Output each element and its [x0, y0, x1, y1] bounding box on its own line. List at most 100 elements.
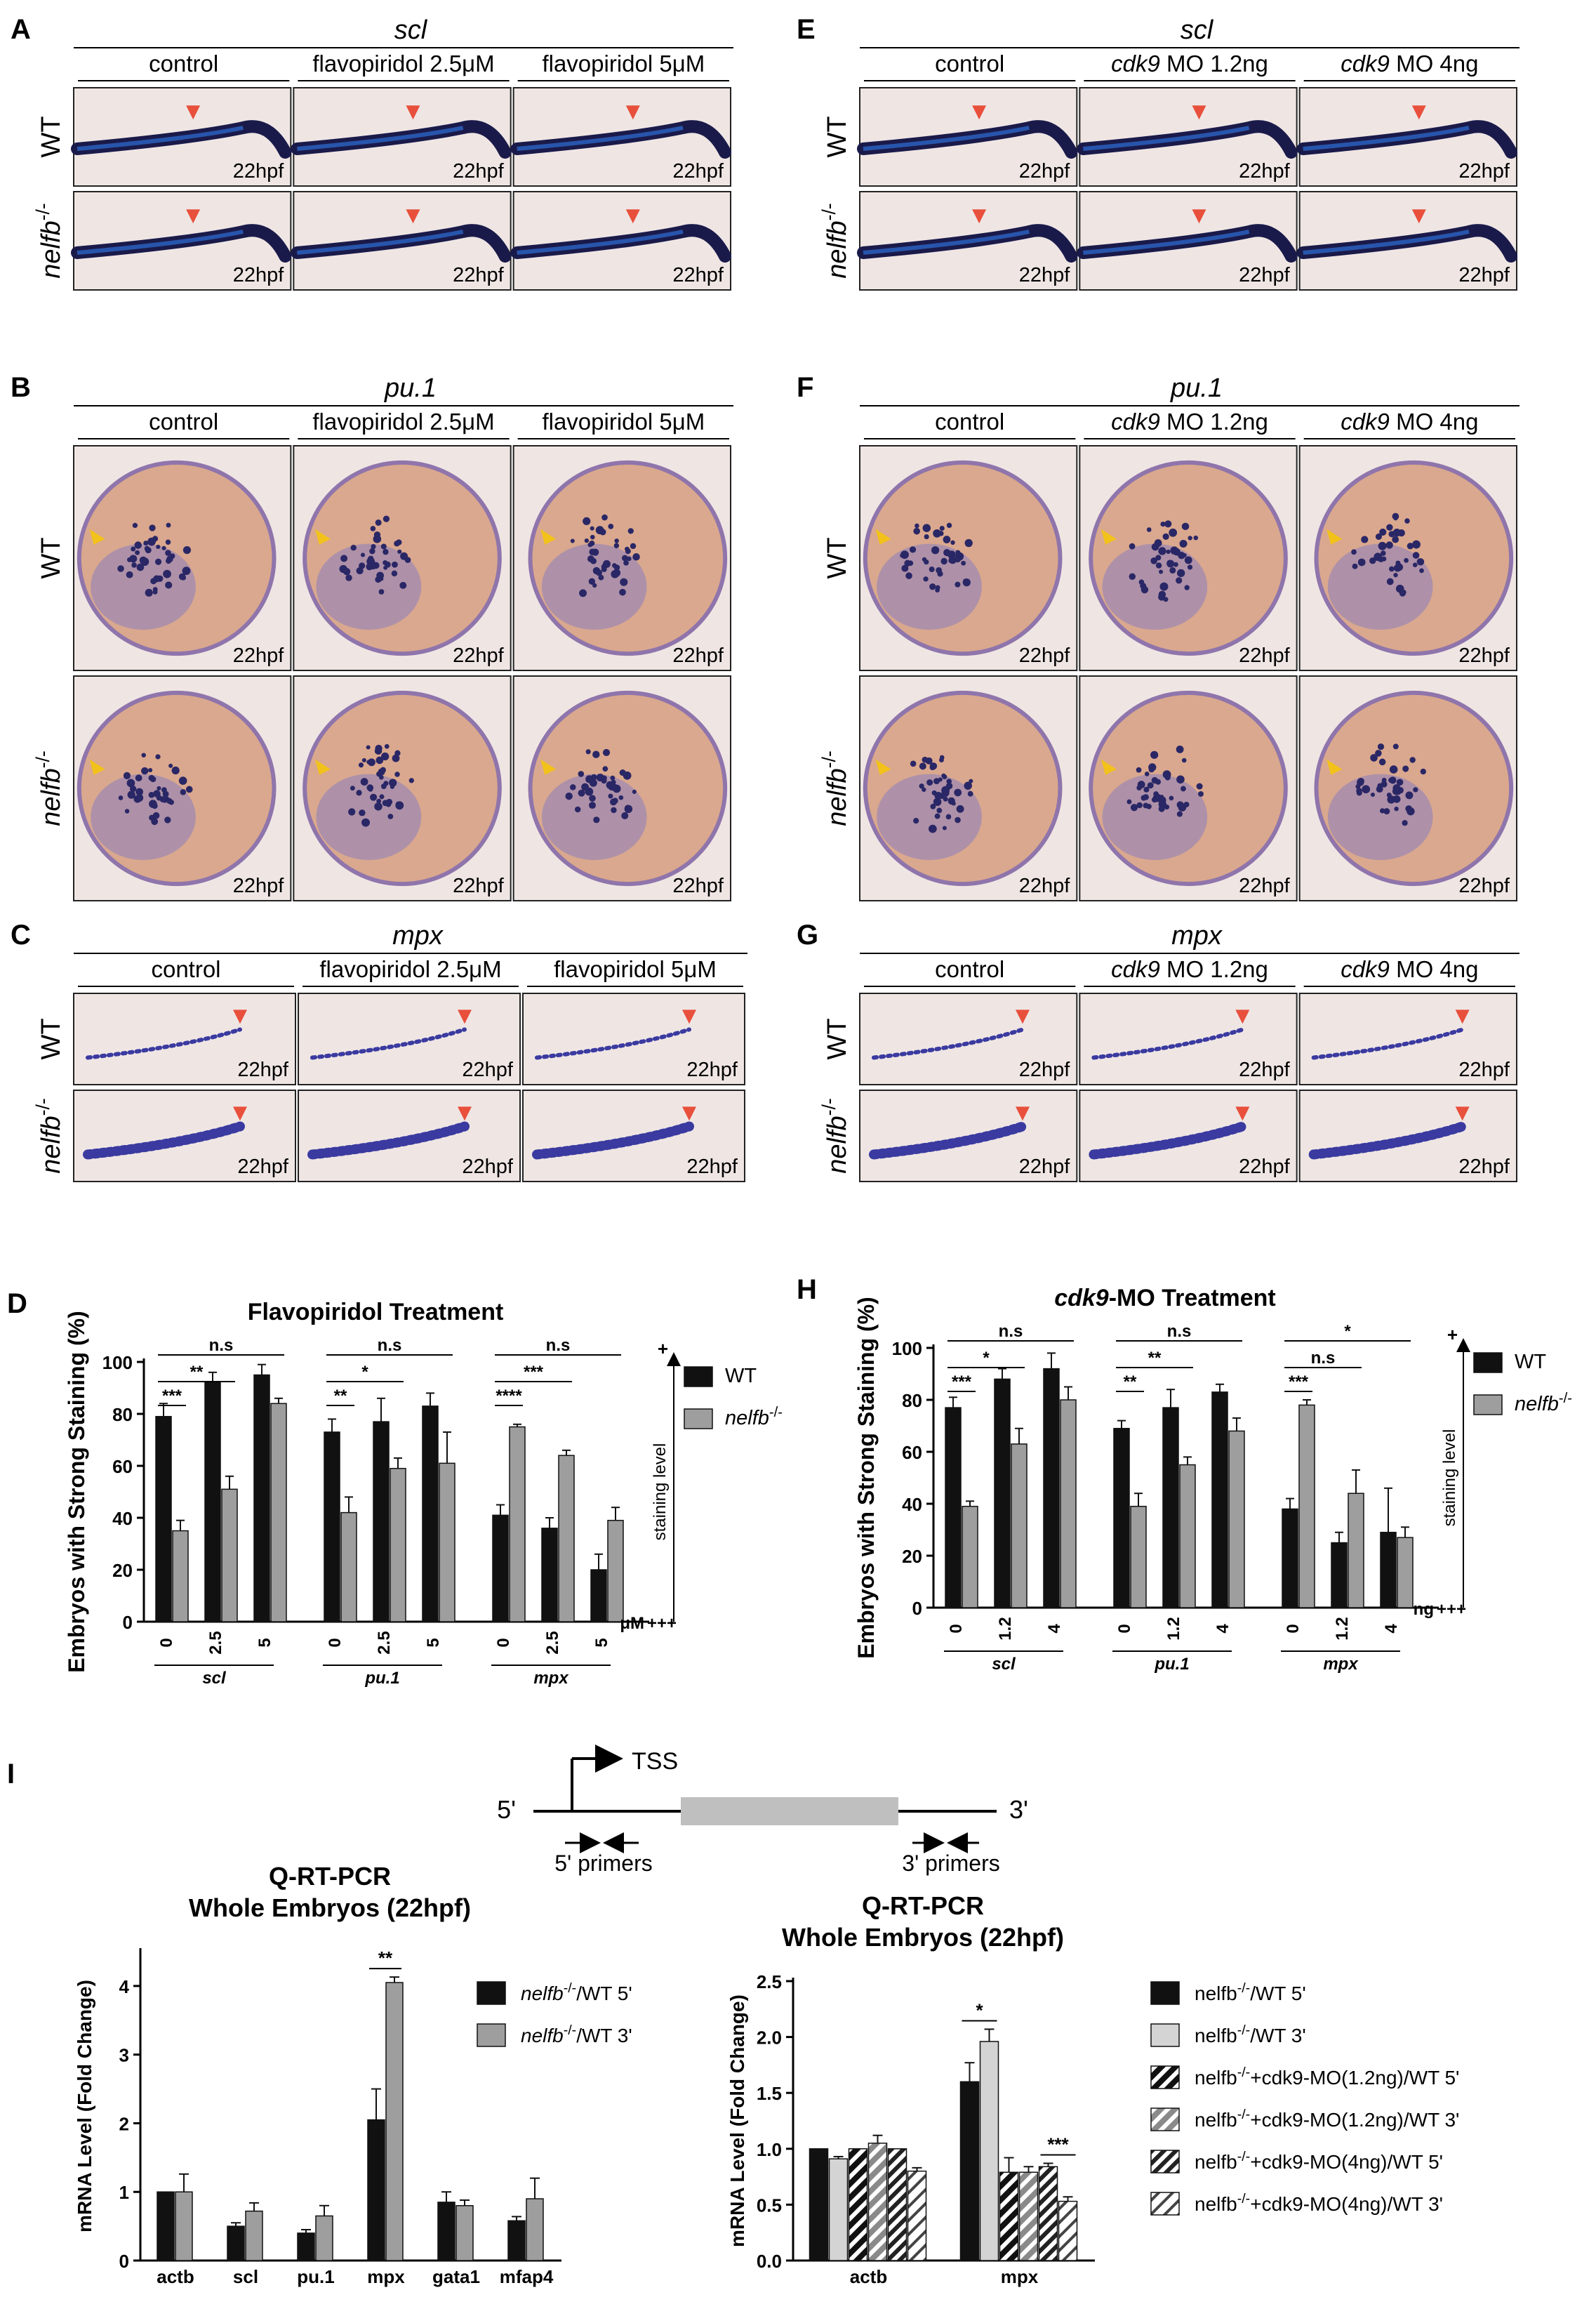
arrowhead-marker [1016, 1106, 1030, 1121]
arrowhead-marker [875, 759, 891, 775]
legend-label: nelfb-/-+cdk9-MO(4ng)/WT 5' [1195, 2149, 1443, 2173]
significance-label: ** [1148, 1349, 1162, 1368]
stained-cell [370, 526, 376, 531]
x-tick-label: 1.2 [996, 1617, 1015, 1640]
stained-cell [620, 578, 628, 586]
three-prime-label: 3' [1009, 1795, 1028, 1824]
row-label: WT [36, 116, 66, 157]
stained-cell [1153, 791, 1159, 797]
stained-cell [928, 824, 937, 833]
stained-cell [1155, 562, 1162, 569]
x-tick-label: 0 [157, 1638, 176, 1647]
bar [1228, 1430, 1245, 1608]
stained-cell [589, 795, 596, 802]
stained-cell [1143, 802, 1149, 809]
stained-cell [1376, 786, 1383, 793]
stained-cell [129, 785, 137, 793]
column-header: cdk9 MO 1.2ng [1111, 956, 1268, 982]
stained-cell [1151, 543, 1159, 551]
row-label: nelfb-/- [32, 203, 66, 279]
stained-cell [1351, 549, 1357, 555]
y-tick-label: 2.5 [757, 1971, 782, 1992]
arrowhead-marker [1016, 1010, 1030, 1024]
x-tick-label: 4 [1045, 1624, 1064, 1634]
legend-label: nelfb-/-/WT 3' [1195, 2023, 1306, 2046]
legend-swatch [1150, 2150, 1180, 2173]
significance-label: ** [1124, 1372, 1137, 1391]
staining-label: staining level [651, 1443, 670, 1541]
stained-cell [378, 768, 385, 776]
column-header: control [935, 409, 1004, 435]
bar [172, 1530, 189, 1622]
bar [1348, 1493, 1364, 1608]
stained-cell [131, 546, 136, 552]
stained-cell [397, 549, 402, 554]
x-tick-label: 5 [424, 1638, 443, 1647]
row-label: WT [36, 1018, 66, 1059]
bar [245, 2210, 263, 2261]
x-tick-label: 1.2 [1164, 1617, 1183, 1640]
stained-cell [1126, 799, 1132, 805]
stained-cell [588, 578, 596, 585]
stained-cell [1176, 775, 1185, 784]
stage-label: 22hpf [1239, 1059, 1291, 1081]
legend-label: WT [725, 1365, 757, 1387]
staining-region [541, 774, 647, 861]
stained-cell [1405, 791, 1414, 800]
y-tick-label: 0 [912, 1598, 922, 1619]
stained-cell [139, 556, 147, 564]
column-header: cdk9 MO 4ng [1341, 409, 1478, 435]
staining-edge [1303, 126, 1470, 151]
stained-cell [1141, 795, 1147, 801]
stained-cell [1158, 593, 1166, 601]
stained-cell [951, 801, 956, 806]
stained-cell [1176, 577, 1183, 584]
y-tick-label: 0.0 [757, 2251, 782, 2272]
stained-cell [1169, 528, 1178, 537]
column-header: flavopiridol 2.5μM [319, 956, 501, 982]
x-tick-label: 0 [1115, 1624, 1134, 1633]
stained-cell [135, 774, 142, 782]
stage-label: 22hpf [1458, 875, 1510, 897]
stained-cell [380, 543, 387, 550]
bar [1179, 1464, 1196, 1608]
stained-cell [165, 581, 173, 589]
stained-cell [379, 794, 385, 800]
stage-label: 22hpf [233, 644, 285, 667]
stained-cell [1173, 562, 1178, 567]
stage-label: 22hpf [1019, 264, 1071, 286]
stained-cell [1162, 770, 1171, 779]
chart-title: Q-RT-PCR [862, 1891, 984, 1920]
stained-cell [1160, 521, 1166, 527]
arrowhead-marker [1192, 105, 1206, 120]
stained-cell [343, 568, 351, 576]
stained-cell [933, 798, 942, 807]
stained-cell [124, 809, 130, 814]
stage-label: 22hpf [1239, 160, 1291, 183]
stained-cell [348, 808, 356, 816]
stained-cell [947, 550, 956, 559]
y-tick-label: 1.0 [757, 2139, 782, 2160]
stained-cell [583, 517, 591, 526]
x-tick-label: 0 [1284, 1624, 1303, 1633]
legend-label: nelfb-/-/WT 5' [521, 1980, 632, 2004]
legend-swatch [1473, 1352, 1503, 1373]
stained-cell [163, 569, 171, 578]
stained-cell [368, 787, 373, 792]
arrowhead-marker [625, 209, 640, 224]
x-tick-label: gata1 [432, 2266, 480, 2287]
stage-label: 22hpf [686, 1156, 738, 1178]
legend-label: nelfb-/-/WT 5' [1195, 1980, 1306, 2004]
stained-cell [136, 563, 145, 571]
stained-cell [621, 555, 628, 562]
stained-cell [919, 783, 924, 789]
stained-cell [1389, 566, 1395, 572]
bar [437, 2202, 455, 2261]
stained-cell [950, 540, 955, 545]
stained-cell [933, 529, 941, 538]
panel-letter: C [11, 920, 31, 951]
stained-cell [1148, 767, 1155, 773]
y-axis-label: Embryos with Strong Staining (%) [64, 1311, 89, 1673]
stained-cell [360, 552, 366, 557]
